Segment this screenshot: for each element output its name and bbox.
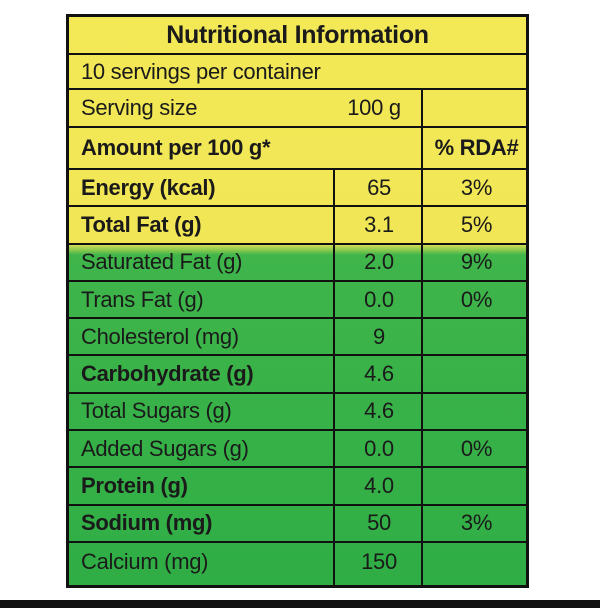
nutrient-value: 4.6 xyxy=(364,361,394,387)
nutrient-row: Cholesterol (mg) 9 xyxy=(69,319,526,357)
nutrient-value: 4.0 xyxy=(364,473,394,499)
servings-row: 10 servings per container xyxy=(69,55,526,90)
amount-per-label: Amount per 100 g* xyxy=(81,135,271,160)
label-title: Nutritional Information xyxy=(166,20,429,49)
nutrient-value: 0.0 xyxy=(364,286,394,312)
nutrient-name: Saturated Fat (g) xyxy=(81,249,243,275)
nutrient-rda: 9% xyxy=(460,249,493,275)
nutrient-name: Calcium (mg) xyxy=(81,548,209,574)
nutrient-rda: 0% xyxy=(460,286,493,312)
nutrient-value: 9 xyxy=(373,323,385,349)
nutrient-row: Total Fat (g) 3.1 5% xyxy=(69,207,526,245)
rda-header: % RDA# xyxy=(434,135,519,160)
nutrient-row: Energy (kcal) 65 3% xyxy=(69,170,526,208)
nutrient-name: Total Sugars (g) xyxy=(81,398,232,424)
nutrient-value: 150 xyxy=(361,548,397,574)
nutrient-rda xyxy=(424,543,526,580)
nutrient-rda: 3% xyxy=(460,174,493,200)
nutrient-name: Total Fat (g) xyxy=(81,211,202,237)
nutrient-value: 3.1 xyxy=(364,211,394,237)
serving-size-row: Serving size 100 g xyxy=(69,90,526,128)
value-divider xyxy=(333,170,335,585)
title-row: Nutritional Information xyxy=(69,17,526,55)
nutrition-label: Nutritional Information 10 servings per … xyxy=(66,14,529,588)
amount-header-row: Amount per 100 g* % RDA# xyxy=(69,128,526,170)
nutrient-name: Carbohydrate (g) xyxy=(81,361,254,387)
nutrient-rda: 5% xyxy=(460,211,493,237)
nutrient-rda xyxy=(424,319,526,354)
nutrient-row: Added Sugars (g) 0.0 0% xyxy=(69,431,526,469)
nutrient-value: 50 xyxy=(367,510,391,536)
servings-text: 10 servings per container xyxy=(81,58,321,84)
nutrient-rda: 0% xyxy=(460,435,493,461)
bottom-edge xyxy=(0,600,600,608)
nutrient-rda: 3% xyxy=(460,510,493,536)
nutrient-rda xyxy=(424,468,526,503)
nutrient-name: Sodium (mg) xyxy=(81,510,213,536)
nutrient-name: Energy (kcal) xyxy=(81,174,216,200)
nutrient-name: Cholesterol (mg) xyxy=(81,323,239,349)
nutrient-row: Calcium (mg) 150 xyxy=(69,543,526,580)
nutrient-row: Sodium (mg) 50 3% xyxy=(69,506,526,543)
nutrient-value: 4.6 xyxy=(364,398,394,424)
rda-divider-top xyxy=(421,90,423,170)
nutrient-rda xyxy=(424,357,526,392)
nutrient-row: Protein (g) 4.0 xyxy=(69,468,526,506)
nutrient-value: 2.0 xyxy=(364,249,394,275)
nutrient-row: Carbohydrate (g) 4.6 xyxy=(69,357,526,394)
nutrient-value: 65 xyxy=(367,174,391,200)
nutrient-rda xyxy=(424,394,526,429)
nutrient-name: Protein (g) xyxy=(81,473,188,499)
nutrient-row: Total Sugars (g) 4.6 xyxy=(69,394,526,432)
serving-size-value: 100 g xyxy=(347,95,401,120)
rda-divider xyxy=(421,170,423,585)
nutrient-name: Added Sugars (g) xyxy=(81,435,249,461)
serving-size-label: Serving size xyxy=(81,95,198,120)
nutrient-row: Trans Fat (g) 0.0 0% xyxy=(69,282,526,320)
nutrient-row: Saturated Fat (g) 2.0 9% xyxy=(69,245,526,282)
nutrient-name: Trans Fat (g) xyxy=(81,286,204,312)
nutrient-value: 0.0 xyxy=(364,435,394,461)
